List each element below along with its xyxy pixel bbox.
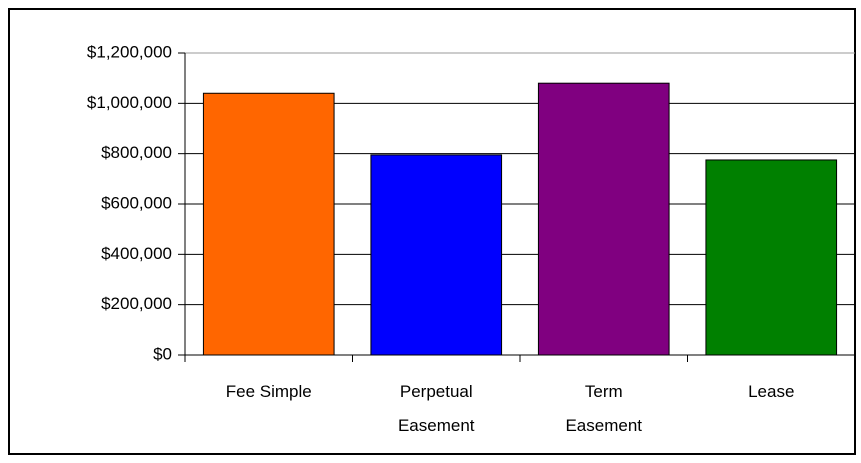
x-tick-label: Perpetual Easement bbox=[397, 382, 475, 435]
bar bbox=[537, 82, 670, 356]
y-tick-label: $0 bbox=[153, 344, 172, 363]
y-tick-label: $400,000 bbox=[101, 244, 172, 263]
x-tick-label: Term Easement bbox=[565, 382, 643, 435]
y-tick-label: $1,000,000 bbox=[87, 93, 172, 112]
y-tick-label: $200,000 bbox=[101, 294, 172, 313]
y-tick-label: $1,200,000 bbox=[87, 42, 172, 61]
bar bbox=[370, 154, 503, 356]
y-tick-label: $600,000 bbox=[101, 193, 172, 212]
y-tick-label: $800,000 bbox=[101, 143, 172, 162]
bar bbox=[202, 92, 335, 356]
bar bbox=[705, 159, 838, 356]
x-tick-label: Lease bbox=[748, 382, 795, 401]
x-tick-label: Fee Simple bbox=[225, 382, 312, 401]
chart-border bbox=[8, 8, 856, 455]
